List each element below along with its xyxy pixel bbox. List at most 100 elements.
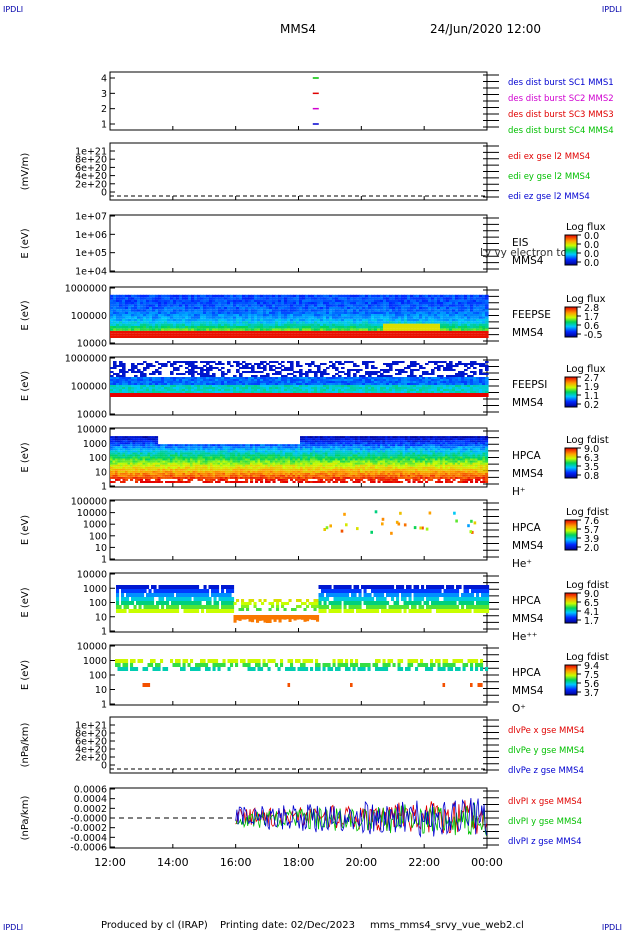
spectrogram-cell — [221, 333, 225, 336]
spectrogram-cell — [176, 333, 180, 336]
spectrogram-cell — [110, 444, 114, 447]
spectrogram-cell — [287, 369, 291, 371]
spectrogram-cell — [257, 306, 261, 310]
spectrogram-cell — [150, 438, 154, 441]
spectrogram-cell — [428, 309, 432, 312]
spectrogram-cell — [197, 318, 201, 322]
spectrogram-cell — [332, 316, 336, 319]
spectrogram-cell — [176, 381, 180, 383]
spectrogram-cell — [245, 326, 249, 329]
spectrogram-cell — [416, 383, 420, 385]
spectrogram-cell — [137, 389, 141, 391]
spectrogram-cell — [380, 297, 384, 300]
spectrogram-cell — [323, 321, 327, 324]
spectrogram-cell — [116, 365, 120, 367]
spectrogram-cell — [134, 309, 138, 312]
spectrogram-cell — [299, 311, 303, 314]
spectrogram-cell — [443, 383, 447, 385]
spectrogram-cell — [149, 326, 153, 329]
spectrogram-cell — [434, 377, 438, 379]
spectrogram-cell — [299, 371, 303, 373]
spectrogram-cell — [407, 379, 411, 381]
spectrogram-cell — [443, 299, 447, 302]
spectrogram-cell — [206, 333, 210, 336]
spectrogram-cell — [251, 316, 255, 319]
spectrogram-cell — [164, 330, 168, 334]
spectrogram-cell — [389, 395, 393, 397]
spectrogram-cell — [130, 438, 134, 441]
spectrogram-cell — [356, 393, 360, 395]
spectrogram-cell — [197, 333, 201, 336]
spectrogram-cell — [335, 391, 339, 393]
spectrogram-cell — [145, 458, 149, 461]
spectrogram-cell — [449, 361, 453, 363]
spectrogram-cell — [185, 299, 189, 302]
spectrogram-cell — [218, 311, 222, 314]
spectrogram-cell — [296, 330, 300, 334]
spectrogram-cell — [245, 297, 249, 300]
spectrogram-cell — [209, 314, 213, 317]
spectrogram-cell — [137, 321, 141, 324]
spectrogram-cell — [127, 436, 131, 439]
spectrogram-cell — [386, 377, 390, 379]
spectrogram-cell — [422, 379, 426, 381]
spectrogram-cell — [305, 294, 309, 298]
spectrogram-cell — [446, 318, 450, 322]
spectrogram-cell — [449, 363, 453, 365]
spectrogram-cell — [347, 333, 351, 336]
spectrogram-cell — [215, 321, 219, 324]
spectrogram-cell — [149, 330, 153, 334]
spectrogram-cell — [344, 302, 348, 305]
spectrogram-cell — [326, 302, 330, 305]
spectrogram-cell — [290, 335, 294, 338]
spectrogram-cell — [344, 299, 348, 302]
spectrogram-cell — [311, 311, 315, 314]
spectrogram-cell — [161, 297, 165, 300]
spectrogram-cell — [329, 361, 333, 363]
spectrogram-cell — [458, 373, 462, 375]
spectrogram-cell — [299, 318, 303, 322]
spectrogram-cell — [122, 383, 126, 385]
spectrogram-cell — [113, 304, 117, 307]
spectrogram-cell — [281, 365, 285, 367]
spectrogram-cell — [455, 393, 459, 395]
spectrogram-cell — [122, 456, 126, 459]
spectrogram-cell — [137, 391, 141, 393]
spectrogram-cell — [407, 330, 411, 334]
spectrogram-cell — [158, 314, 162, 317]
spectrogram-cell — [206, 316, 210, 319]
spectrogram-cell — [458, 391, 462, 393]
spectrogram-cell — [383, 371, 387, 373]
y-tick-label: 8e+20 — [75, 155, 107, 166]
spectrogram-cell — [404, 311, 408, 314]
spectrogram-cell — [410, 316, 414, 319]
spectrogram-cell — [194, 302, 198, 305]
spectrogram-cell — [239, 395, 243, 397]
spectrogram-cell — [122, 306, 126, 310]
spectrogram-cell — [284, 311, 288, 314]
spectrogram-cell — [482, 306, 486, 310]
spectrogram-cell — [215, 314, 219, 317]
spectrogram-cell — [155, 294, 159, 298]
spectrogram-cell — [209, 379, 213, 381]
spectrogram-cell — [305, 314, 309, 317]
spectrogram-cell — [260, 387, 264, 389]
spectrogram-cell — [368, 306, 372, 310]
spectrogram-cell — [160, 481, 164, 483]
spectrogram-cell — [132, 440, 136, 443]
spectrogram-cell — [356, 323, 360, 326]
spectrogram-cell — [125, 309, 129, 312]
spectrogram-cell — [377, 323, 381, 326]
spectrogram-cell — [161, 395, 165, 397]
spectrogram-cell — [284, 333, 288, 336]
spectrogram-cell — [110, 328, 114, 331]
spectrogram-cell — [150, 462, 154, 465]
spectrogram-cell — [120, 440, 124, 443]
spectrogram-cell — [428, 361, 432, 363]
spectrogram-cell — [371, 333, 375, 336]
spectrogram-cell — [359, 323, 363, 326]
spectrogram-cell — [452, 393, 456, 395]
y-tick-label: 1e+04 — [75, 267, 107, 278]
spectrogram-cell — [131, 395, 135, 397]
spectrogram-cell — [173, 294, 177, 298]
